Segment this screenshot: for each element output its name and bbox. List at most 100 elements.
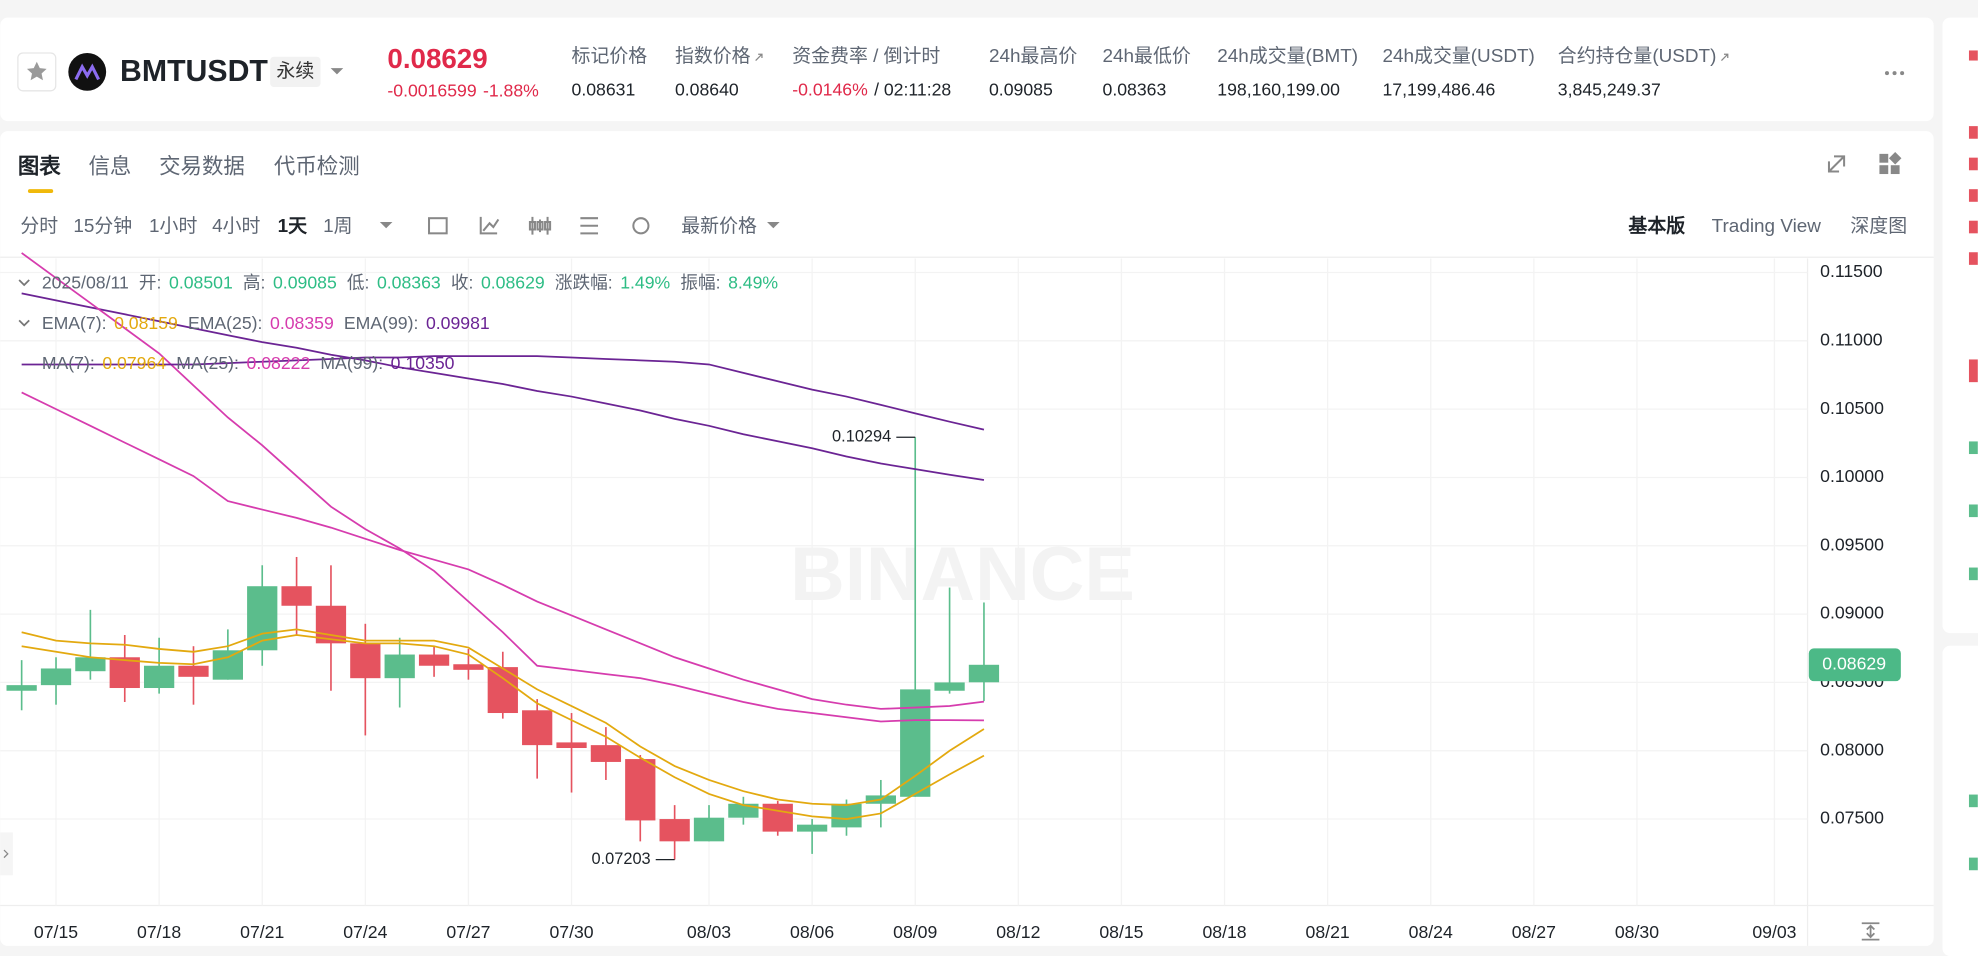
icon[interactable] xyxy=(632,217,650,235)
coin-logo-mark xyxy=(74,63,100,81)
x-tick-label: 08/21 xyxy=(1306,922,1350,942)
candle-body xyxy=(6,685,37,691)
stat-label: 资金费率 / 倒计时 xyxy=(792,45,940,67)
ohlc-label: 涨跌幅: xyxy=(555,272,613,292)
stat-value: 0.08363 xyxy=(1103,79,1167,99)
candle-body xyxy=(968,664,1000,683)
indicator-label: EMA(25): xyxy=(188,313,263,333)
stat-label: 合约持仓量(USDT) xyxy=(1558,45,1717,67)
stat-label: 指数价格 xyxy=(675,45,751,67)
x-tick-label: 08/03 xyxy=(687,922,731,942)
indicator-line xyxy=(21,628,985,807)
dot xyxy=(1892,71,1897,76)
side-toggle[interactable] xyxy=(0,832,13,876)
fullscreen-icon[interactable] xyxy=(1827,155,1846,173)
candle-body xyxy=(453,664,484,670)
grid xyxy=(0,258,1808,906)
ohlc-label: 收: xyxy=(451,272,474,292)
extreme-label: 0.07203 xyxy=(591,850,650,868)
candle-body xyxy=(831,803,862,828)
y-tick-label: 0.11500 xyxy=(1820,261,1883,281)
contract-badge xyxy=(270,56,321,88)
stat-value: -0.0146% xyxy=(792,79,868,99)
layout-icon[interactable] xyxy=(1879,152,1902,175)
indicator-value: 0.10350 xyxy=(391,353,455,373)
last-price-label: 0.08629 xyxy=(1822,653,1886,673)
indicator-line xyxy=(21,252,984,723)
stat-value: 0.08631 xyxy=(572,79,636,99)
interval[interactable]: 1周 xyxy=(323,216,352,237)
interval[interactable]: 4小时 xyxy=(212,215,260,237)
price-type-dropdown[interactable] xyxy=(767,221,780,229)
candle-body xyxy=(281,586,312,606)
scale-reset-icon[interactable] xyxy=(1861,922,1880,941)
stat-countdown: / 02:11:28 xyxy=(874,79,951,99)
icon[interactable] xyxy=(580,217,599,235)
stat-label: 标记价格 xyxy=(572,45,648,67)
view-option[interactable]: Trading View xyxy=(1712,216,1822,237)
interval[interactable]: 15分钟 xyxy=(73,215,132,237)
icon[interactable] xyxy=(528,216,552,235)
indicator-value: 0.08359 xyxy=(270,313,334,333)
fragment xyxy=(1968,126,1978,139)
candle-body xyxy=(109,657,140,689)
stat-label: 24h成交量(USDT) xyxy=(1382,45,1534,67)
y-tick-label: 0.07500 xyxy=(1820,808,1884,828)
indicator-label: EMA(7): xyxy=(42,313,107,333)
x-tick-label: 08/06 xyxy=(790,922,834,942)
x-tick-label: 08/18 xyxy=(1202,922,1246,942)
tab[interactable]: 代币检测 xyxy=(274,154,360,178)
ohlc-value: 0.08363 xyxy=(377,272,441,292)
view-option[interactable]: 深度图 xyxy=(1850,215,1907,237)
stat-label: 24h最高价 xyxy=(989,45,1077,67)
header-card xyxy=(0,17,1934,122)
interval-dropdown[interactable] xyxy=(379,221,393,229)
x-tick-label: 07/21 xyxy=(240,922,284,942)
ohlc-value: 0.09085 xyxy=(273,272,337,292)
tab[interactable]: 图表 xyxy=(18,154,61,178)
interval[interactable]: 1小时 xyxy=(149,215,197,237)
icon[interactable] xyxy=(479,216,500,235)
candle-body xyxy=(40,668,72,686)
indicator-value: 0.07964 xyxy=(102,353,166,373)
dot xyxy=(1884,71,1890,76)
cell xyxy=(1879,153,1889,163)
view-option[interactable]: 基本版 xyxy=(1628,214,1685,237)
interval[interactable]: 分时 xyxy=(20,215,58,237)
tab[interactable]: 交易数据 xyxy=(159,154,245,178)
y-tick-label: 0.09500 xyxy=(1820,534,1884,554)
candle-body xyxy=(900,689,931,797)
stat-value: 198,160,199.00 xyxy=(1217,79,1340,99)
link-icon xyxy=(1721,53,1729,61)
price-type[interactable]: 最新价格 xyxy=(681,215,757,237)
chart-card xyxy=(0,131,1934,946)
ohlc-value: 0.08629 xyxy=(481,272,545,292)
symbol: BMTUSDT xyxy=(120,55,268,88)
indicator-line xyxy=(21,634,985,820)
fragment xyxy=(1968,441,1978,455)
candle-body xyxy=(762,803,793,832)
side-toggle-icon xyxy=(3,849,9,859)
fragment xyxy=(1968,157,1978,171)
coin-logo xyxy=(68,52,107,91)
x-tick-label: 09/03 xyxy=(1752,922,1796,942)
collapse-icons[interactable] xyxy=(18,279,30,327)
candle-body xyxy=(625,759,656,821)
tab[interactable]: 信息 xyxy=(88,154,131,178)
more-button[interactable] xyxy=(1884,71,1905,76)
side-fragments xyxy=(1968,50,1978,871)
icon[interactable] xyxy=(428,217,448,235)
price-change: -0.0016599 xyxy=(387,81,476,101)
fragment xyxy=(1968,189,1978,202)
indicator-value: 0.08222 xyxy=(247,353,311,373)
x-tick-label: 07/24 xyxy=(343,922,387,942)
candle-body xyxy=(418,654,450,666)
star-icon xyxy=(26,61,47,81)
symbol-dropdown[interactable] xyxy=(330,68,344,75)
indicator-line xyxy=(21,355,985,431)
fragment xyxy=(1968,50,1978,61)
fragment xyxy=(1968,252,1978,265)
interval[interactable]: 1天 xyxy=(278,216,308,237)
price-change-pct: -1.88% xyxy=(483,81,539,101)
ohlc-label: 低: xyxy=(347,272,370,292)
